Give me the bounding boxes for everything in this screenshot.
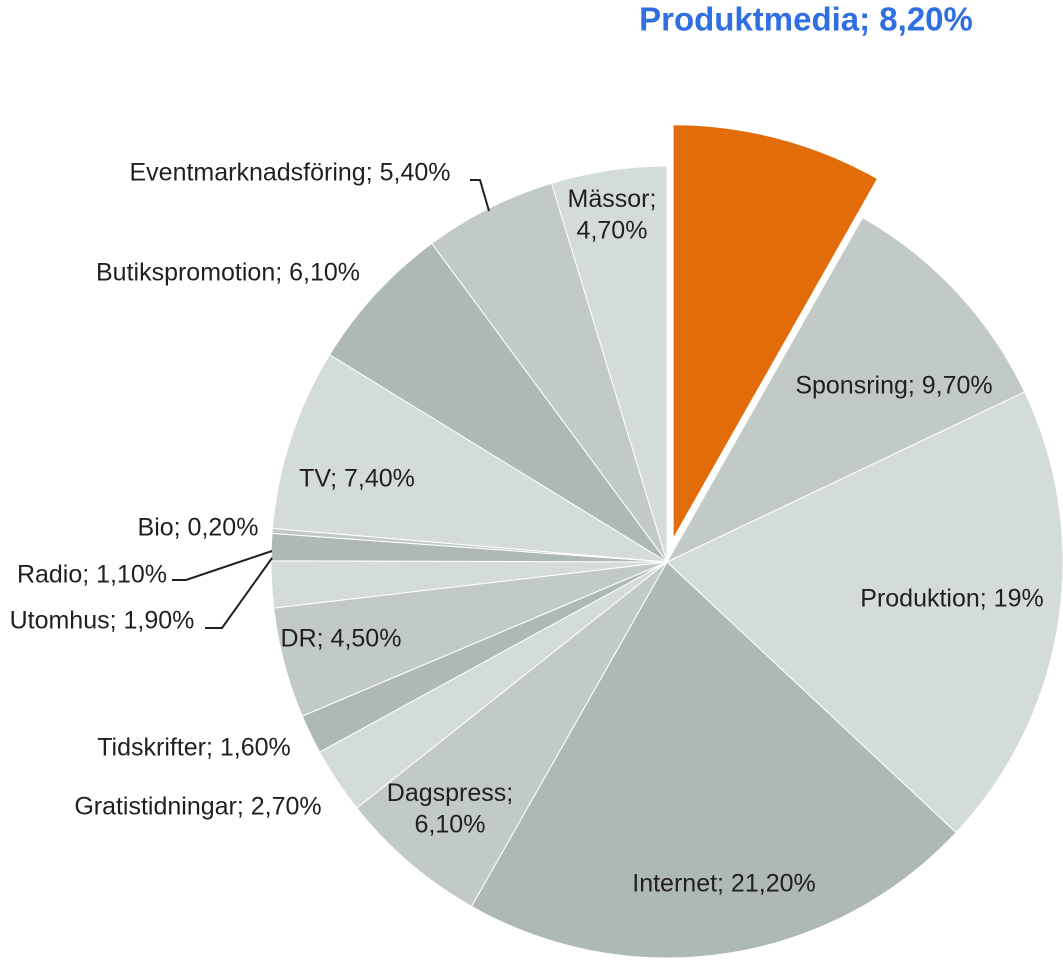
slice-label: Tidskrifter; 1,60% — [97, 734, 291, 762]
leader-line — [470, 179, 490, 212]
slice-label: Produktion; 19% — [860, 585, 1043, 613]
pie-slice — [672, 124, 879, 541]
pie-slice — [328, 242, 668, 563]
slice-label: TV; 7,40% — [299, 465, 415, 493]
slice-label: Mässor; 4,70% — [568, 185, 657, 244]
pie-slice — [356, 561, 668, 908]
pie-slice — [550, 165, 668, 563]
slice-label: Produktmedia; 8,20% — [639, 1, 973, 38]
pie-slice — [470, 561, 957, 959]
leader-line — [205, 557, 273, 629]
slice-label: Radio; 1,10% — [17, 561, 167, 589]
pie-slice — [666, 391, 1063, 834]
slice-label: Butikspromotion; 6,10% — [96, 259, 360, 287]
slice-label: Eventmarknadsföring; 5,40% — [129, 159, 450, 187]
slice-label: Gratistidningar; 2,70% — [74, 793, 321, 821]
slice-label: Utomhus; 1,90% — [10, 607, 195, 635]
pie-slice — [665, 216, 1026, 564]
pie-slice — [271, 354, 668, 563]
slice-label: DR; 4,50% — [281, 625, 402, 653]
leader-lines — [172, 179, 490, 629]
slice-label: Sponsring; 9,70% — [795, 372, 992, 400]
slice-label: Internet; 21,20% — [632, 870, 815, 898]
slice-label: Bio; 0,20% — [138, 514, 259, 542]
leader-line — [172, 550, 273, 581]
pie-slices — [270, 124, 1063, 959]
slice-label: Dagspress; 6,10% — [387, 779, 513, 838]
slice-labels: Produktmedia; 8,20% Sponsring; 9,70% Produ… — [10, 1, 1044, 898]
